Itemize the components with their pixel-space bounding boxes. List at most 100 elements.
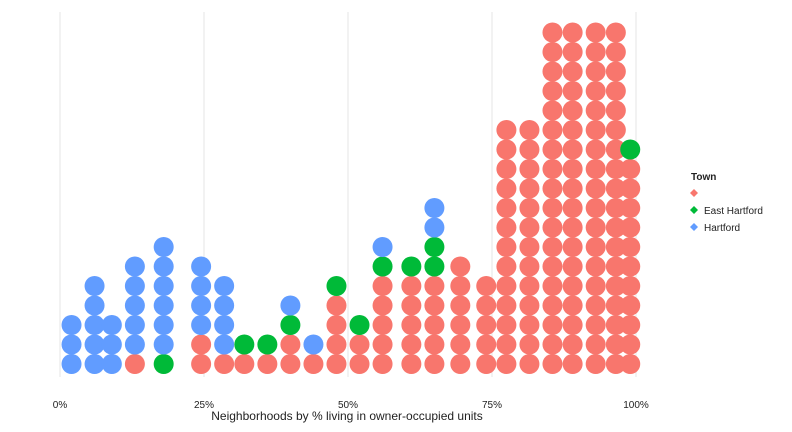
data-point <box>476 295 497 316</box>
data-point <box>542 315 563 335</box>
data-point <box>542 354 563 374</box>
data-point <box>562 61 583 82</box>
data-point <box>519 217 540 238</box>
data-point <box>191 256 212 277</box>
data-point <box>84 334 105 355</box>
data-point <box>476 334 497 355</box>
data-point <box>519 295 540 316</box>
data-point <box>153 276 174 296</box>
data-point <box>542 42 563 62</box>
data-point <box>450 315 471 335</box>
data-point <box>214 276 235 296</box>
data-point <box>372 334 393 355</box>
legend-key-diamond <box>690 206 698 214</box>
data-point <box>153 256 174 277</box>
data-point <box>620 198 641 218</box>
data-point <box>585 178 606 199</box>
data-point <box>620 256 641 277</box>
data-point <box>496 256 517 277</box>
data-point <box>326 315 347 335</box>
data-point <box>605 61 626 82</box>
legend-key-diamond <box>690 189 698 197</box>
data-point <box>450 276 471 296</box>
data-point <box>257 354 278 374</box>
x-axis-title: Neighborhoods by % living in owner-occup… <box>211 409 483 423</box>
data-point <box>519 315 540 335</box>
data-point <box>424 198 445 218</box>
data-point <box>562 354 583 374</box>
data-point <box>620 315 641 335</box>
data-point <box>450 354 471 374</box>
data-point <box>61 354 82 374</box>
data-point <box>401 354 422 374</box>
data-point <box>605 81 626 101</box>
legend-label: Hartford <box>704 223 740 234</box>
data-point <box>519 334 540 355</box>
data-point <box>496 198 517 218</box>
data-point <box>450 256 471 277</box>
data-point <box>124 295 145 316</box>
data-point <box>562 42 583 62</box>
data-point <box>191 334 212 355</box>
data-point <box>424 334 445 355</box>
data-point <box>542 22 563 43</box>
legend-label: East Hartford <box>704 206 763 217</box>
data-point <box>280 295 301 316</box>
data-point <box>562 256 583 277</box>
data-point <box>585 315 606 335</box>
data-point <box>605 42 626 62</box>
data-point <box>424 256 445 277</box>
data-point <box>372 354 393 374</box>
x-tick-label: 75% <box>482 400 502 411</box>
data-point <box>280 315 301 335</box>
data-point <box>562 81 583 101</box>
data-point <box>372 237 393 257</box>
data-point <box>562 315 583 335</box>
data-point <box>542 217 563 238</box>
data-point <box>476 315 497 335</box>
data-point <box>519 198 540 218</box>
legend: Town East Hartford Hartford <box>690 172 763 234</box>
data-point <box>542 237 563 257</box>
data-point <box>424 276 445 296</box>
data-point <box>84 354 105 374</box>
data-point <box>214 295 235 316</box>
data-point <box>585 256 606 277</box>
data-point <box>101 315 122 335</box>
data-point <box>605 178 626 199</box>
data-point <box>496 295 517 316</box>
data-point <box>620 354 641 374</box>
data-point <box>605 120 626 140</box>
data-point <box>349 354 370 374</box>
legend-title: Town <box>691 172 716 183</box>
data-point <box>562 100 583 121</box>
data-point <box>280 334 301 355</box>
data-point <box>585 276 606 296</box>
data-point <box>519 178 540 199</box>
data-point <box>424 354 445 374</box>
data-point <box>424 217 445 238</box>
data-point <box>620 295 641 316</box>
data-point <box>585 198 606 218</box>
data-point <box>476 276 497 296</box>
data-point <box>542 159 563 179</box>
data-point <box>562 237 583 257</box>
data-point <box>519 237 540 257</box>
data-point <box>585 100 606 121</box>
data-point <box>496 334 517 355</box>
data-point <box>424 295 445 316</box>
data-point <box>496 276 517 296</box>
data-point <box>124 334 145 355</box>
data-point <box>519 256 540 277</box>
data-point <box>585 295 606 316</box>
data-point <box>620 159 641 179</box>
data-point <box>620 217 641 238</box>
data-point <box>424 315 445 335</box>
x-tick-label: 100% <box>623 400 649 411</box>
x-tick-label: 50% <box>338 400 358 411</box>
data-point <box>519 276 540 296</box>
data-point <box>280 354 301 374</box>
data-point <box>519 120 540 140</box>
legend-items: East Hartford Hartford <box>690 189 763 234</box>
